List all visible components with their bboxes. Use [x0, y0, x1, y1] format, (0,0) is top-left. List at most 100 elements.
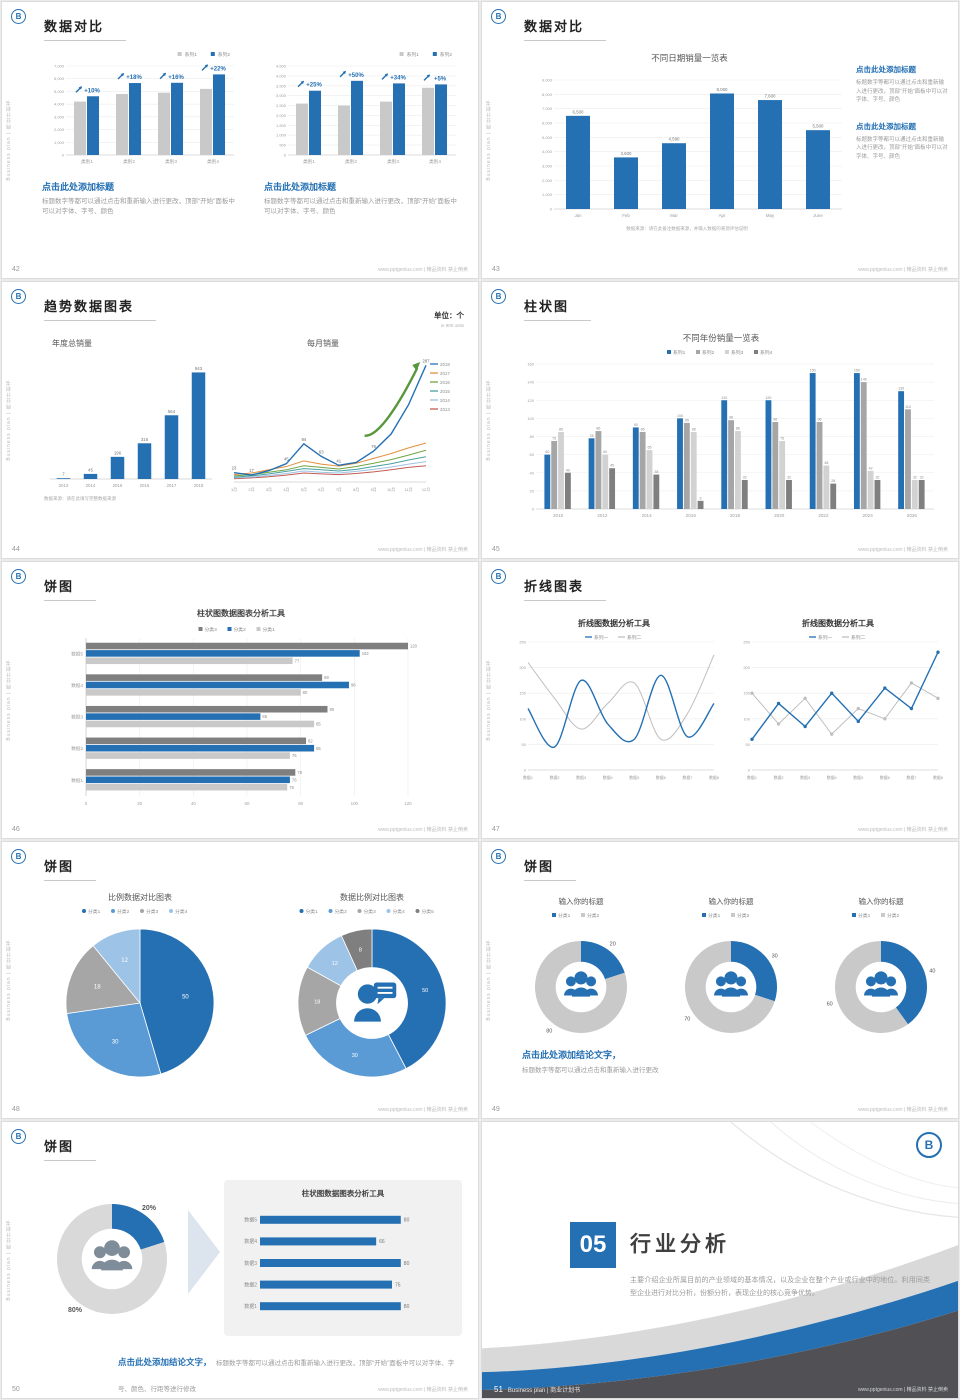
svg-text:8: 8 [359, 947, 362, 953]
slide-42[interactable]: B Business plan | 商业计划书 数据对比 系列2 系列1 0 1,00… [1, 1, 479, 279]
logo-glyph: B [495, 12, 502, 21]
svg-text:77: 77 [295, 658, 300, 663]
svg-text:75: 75 [289, 785, 294, 790]
svg-text:66: 66 [379, 1239, 385, 1245]
svg-text:数据3: 数据3 [576, 775, 586, 780]
svg-text:2017: 2017 [440, 371, 450, 376]
slide-44[interactable]: B Business plan | 商业计划书 趋势数据图表 单位：个 in 9… [1, 281, 479, 559]
svg-text:2017: 2017 [167, 483, 177, 488]
svg-text:943: 943 [195, 366, 203, 371]
slide-51[interactable]: B 05 行业分析 主要介绍企业所属目前的产业领域的基本情况，以及企业在整个产业… [481, 1121, 959, 1399]
svg-text:分类1: 分类1 [306, 908, 319, 915]
svg-text:分类1: 分类1 [858, 912, 871, 919]
svg-text:分类2: 分类2 [335, 908, 348, 915]
chart-title: 柱状图数据图表分析工具 [197, 609, 285, 618]
svg-text:类别4: 类别4 [207, 158, 219, 165]
svg-text:3,600: 3,600 [621, 151, 633, 156]
svg-text:41: 41 [336, 458, 341, 463]
svg-text:120: 120 [721, 396, 727, 400]
svg-text:23: 23 [232, 466, 237, 471]
conclusion-body: 标题数字等都可以通过点击和重新输入进行更改，顶部“开始”面板中可以对字体、字号、… [118, 1360, 455, 1393]
svg-text:分类3: 分类3 [146, 908, 159, 915]
svg-text:数据3: 数据3 [71, 714, 83, 721]
slide-45[interactable]: B Business plan | 商业计划书 柱状图 不同年份销量一览表 系列… [481, 281, 959, 559]
svg-text:78: 78 [297, 770, 302, 775]
svg-text:88: 88 [324, 675, 329, 680]
svg-text:类别1: 类别1 [81, 158, 93, 165]
svg-text:7,000: 7,000 [54, 64, 65, 69]
conclusion-heading: 点击此处添加结论文字， [118, 1357, 212, 1367]
slide-46[interactable]: B Business plan | 商业计划书 饼图 柱状图数据图表分析工具 分… [1, 561, 479, 839]
svg-text:分类1: 分类1 [263, 626, 276, 633]
svg-text:数据3: 数据3 [800, 775, 810, 780]
svg-text:分类2: 分类2 [887, 912, 900, 919]
svg-text:0: 0 [284, 153, 287, 158]
svg-text:数据2: 数据2 [774, 775, 784, 780]
svg-text:系列一: 系列一 [818, 634, 833, 641]
block-heading: 点击此处添加标题 [856, 121, 916, 131]
svg-text:8月: 8月 [353, 487, 359, 492]
svg-text:60: 60 [603, 450, 607, 454]
slide-title: 饼图 [44, 856, 97, 881]
block-body: 标题数字等都可以通过点击和重新输入进行更改，顶部“开始”面板中可以对字体、字号、… [42, 198, 235, 216]
svg-text:120: 120 [527, 398, 534, 403]
svg-text:系列二: 系列二 [627, 634, 642, 641]
slide-50[interactable]: B Business plan | 商业计划书 饼图 20% 80% 柱状图数据图… [1, 1121, 479, 1399]
text-block: 点击此处添加标题 标题数字等都可以通过点击和重新输入进行更改，顶部“开始”面板中… [264, 180, 460, 217]
marker-line-chart: 0 50 100 150 200 250 数据1 数据2 数据3 数据4 数据5 数据6 数据7 数据8 系… [732, 632, 944, 782]
chart-title: 不同年份销量一览表 [682, 333, 760, 343]
slide-47[interactable]: B Business plan | 商业计划书 折线图表 折线图数据分析工具 0… [481, 561, 959, 839]
svg-text:系列2: 系列2 [440, 51, 453, 58]
section-title: 行业分析 [630, 1233, 730, 1256]
svg-text:7: 7 [62, 472, 65, 477]
svg-text:分类5: 分类5 [422, 908, 435, 915]
svg-text:1,000: 1,000 [276, 133, 287, 138]
yearly-grouped-bar-chart: 系列1 系列2 系列3 系列4 0 20 40 60 80 100 120 140 160 2010 60 7… [512, 346, 938, 520]
slide-43[interactable]: B Business plan | 商业计划书 数据对比 不同日期销量一览表 0… [481, 1, 959, 279]
svg-text:76: 76 [292, 777, 297, 782]
svg-text:类别4: 类别4 [429, 158, 441, 165]
svg-text:类别3: 类别3 [165, 158, 177, 165]
funnel-shape [188, 1210, 220, 1294]
conclusion-block: 点击此处添加结论文字， 标题数字等都可以通过点击和重新输入进行更改，顶部“开始”… [118, 1348, 463, 1398]
svg-text:0: 0 [62, 153, 65, 158]
svg-text:250: 250 [743, 640, 750, 645]
svg-text:2016: 2016 [440, 380, 450, 385]
svg-text:100: 100 [527, 416, 534, 421]
svg-text:28: 28 [831, 479, 835, 483]
grouped-bar-chart-right: 系列2 系列1 0 500 1,000 1,500 2,000 2,500 3,000 3,500… [264, 48, 460, 166]
svg-text:3,000: 3,000 [54, 114, 65, 119]
svg-text:数据6: 数据6 [880, 775, 890, 780]
svg-text:+18%: +18% [126, 75, 142, 81]
svg-text:6月: 6月 [318, 487, 324, 492]
svg-text:Feb: Feb [622, 213, 630, 218]
svg-text:+22%: +22% [210, 66, 226, 72]
svg-text:85: 85 [316, 722, 321, 727]
svg-text:78: 78 [590, 434, 594, 438]
svg-text:2020: 2020 [774, 513, 785, 518]
svg-text:17: 17 [249, 468, 254, 473]
svg-text:4,590: 4,590 [669, 137, 681, 142]
svg-text:32: 32 [787, 476, 791, 480]
svg-text:100: 100 [351, 801, 359, 806]
svg-text:12: 12 [121, 958, 128, 964]
svg-text:9: 9 [700, 496, 702, 500]
text-blocks-row: 点击此处添加标题 标题数字等都可以通过点击和重新输入进行更改，顶部“开始”面板中… [42, 180, 460, 217]
svg-text:200: 200 [519, 665, 526, 670]
slide-49[interactable]: B Business plan | 商业计划书 饼图 输入你的标题 分类1 分类2… [481, 841, 959, 1119]
svg-text:80: 80 [530, 434, 535, 439]
svg-text:8,000: 8,000 [542, 92, 553, 97]
logo-glyph: B [15, 12, 22, 21]
svg-text:110: 110 [905, 405, 911, 409]
chart-section: 输入你的标题 分类1 分类2 40 60 [814, 896, 948, 1047]
slide-title: 折线图表 [524, 576, 607, 601]
svg-text:系列4: 系列4 [760, 349, 773, 356]
conclusion-block: 点击此处添加结论文字， 标题数字等都可以通过点击和重新输入进行更改 [522, 1048, 659, 1074]
svg-text:60: 60 [545, 450, 549, 454]
logo-glyph: B [495, 572, 502, 581]
slide-title: 饼图 [44, 576, 97, 601]
svg-text:80: 80 [303, 690, 308, 695]
section-body: 主要介绍企业所属目前的产业领域的基本情况，以及企业在整个产业或行业中的地位。利用… [630, 1277, 930, 1298]
svg-text:30: 30 [112, 1040, 119, 1046]
slide-48[interactable]: B Business plan | 商业计划书 饼图 比例数据对比图表 分类1 分… [1, 841, 479, 1119]
